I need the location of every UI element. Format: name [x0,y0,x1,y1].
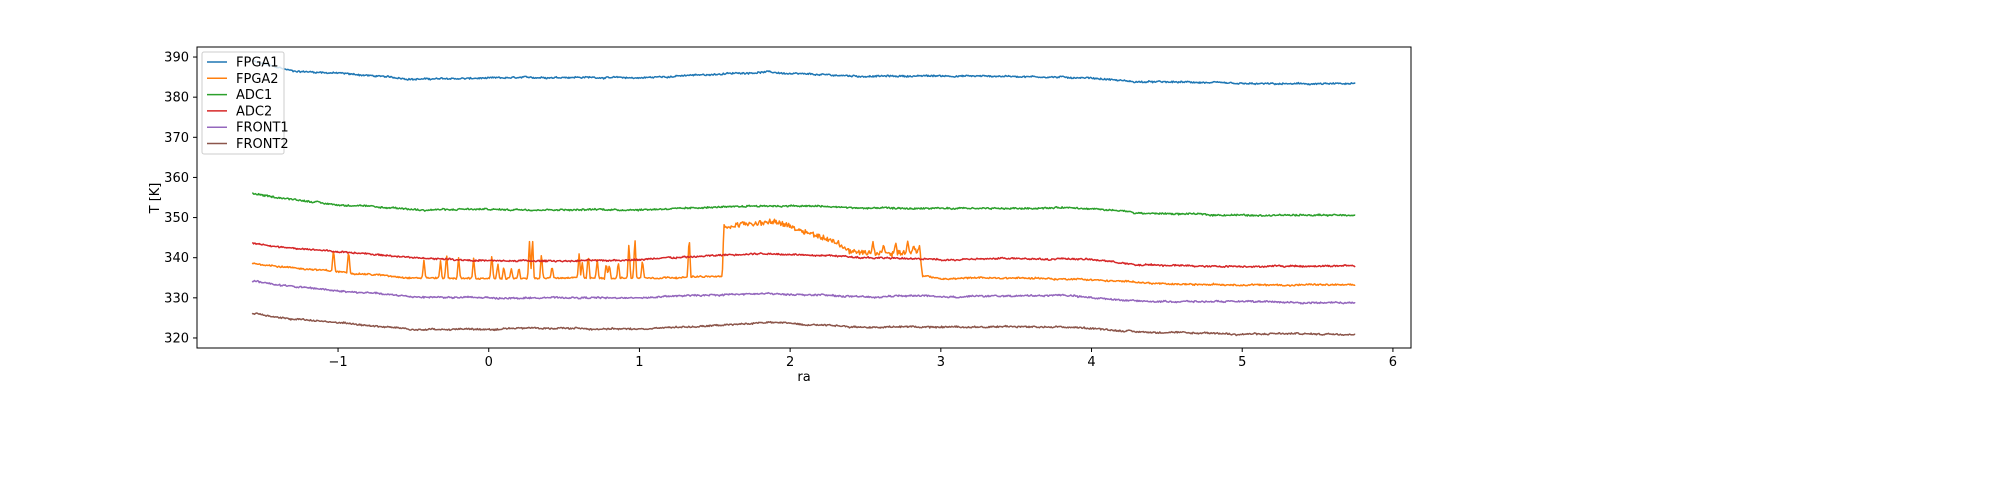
y-axis-ticks: 320 330 340 350 360 370 380 390 [164,51,197,346]
legend-label-adc2: ADC2 [236,104,272,119]
x-tick-label: −1 [328,355,347,370]
axes-frame [196,46,1412,349]
y-tick-label: 320 [164,331,189,346]
plot-lines [251,59,1356,337]
y-tick-label: 380 [164,91,189,106]
series-line-adc1 [251,192,1356,217]
y-tick-label: 350 [164,211,189,226]
series-line-adc2 [251,241,1356,269]
legend-label-fpga2: FPGA2 [236,72,279,87]
legend-label-fpga1: FPGA1 [236,56,279,71]
y-axis-label: T [K] [148,183,163,215]
series-line-front1 [251,279,1356,305]
y-tick-label: 330 [164,291,189,306]
x-tick-label: 5 [1238,355,1246,370]
x-axis-label: ra [797,370,810,385]
x-tick-label: 0 [485,355,493,370]
x-tick-label: 1 [635,355,643,370]
y-tick-label: 360 [164,171,189,186]
series-line-fpga1 [251,59,1356,86]
x-tick-label: 2 [786,355,794,370]
series-line-front2 [251,312,1356,337]
x-axis-ticks: −1 0 1 2 3 4 5 6 [328,348,1397,370]
x-tick-label: 6 [1389,355,1397,370]
y-tick-label: 340 [164,251,189,266]
series-line-fpga2 [251,218,1356,287]
legend-box [201,51,285,155]
x-tick-label: 4 [1087,355,1095,370]
legend-label-front2: FRONT2 [236,137,289,152]
y-tick-label: 390 [164,51,189,66]
x-tick-label: 3 [937,355,945,370]
legend-label-front1: FRONT1 [236,121,289,136]
legend-label-adc1: ADC1 [236,88,272,103]
y-tick-label: 370 [164,131,189,146]
